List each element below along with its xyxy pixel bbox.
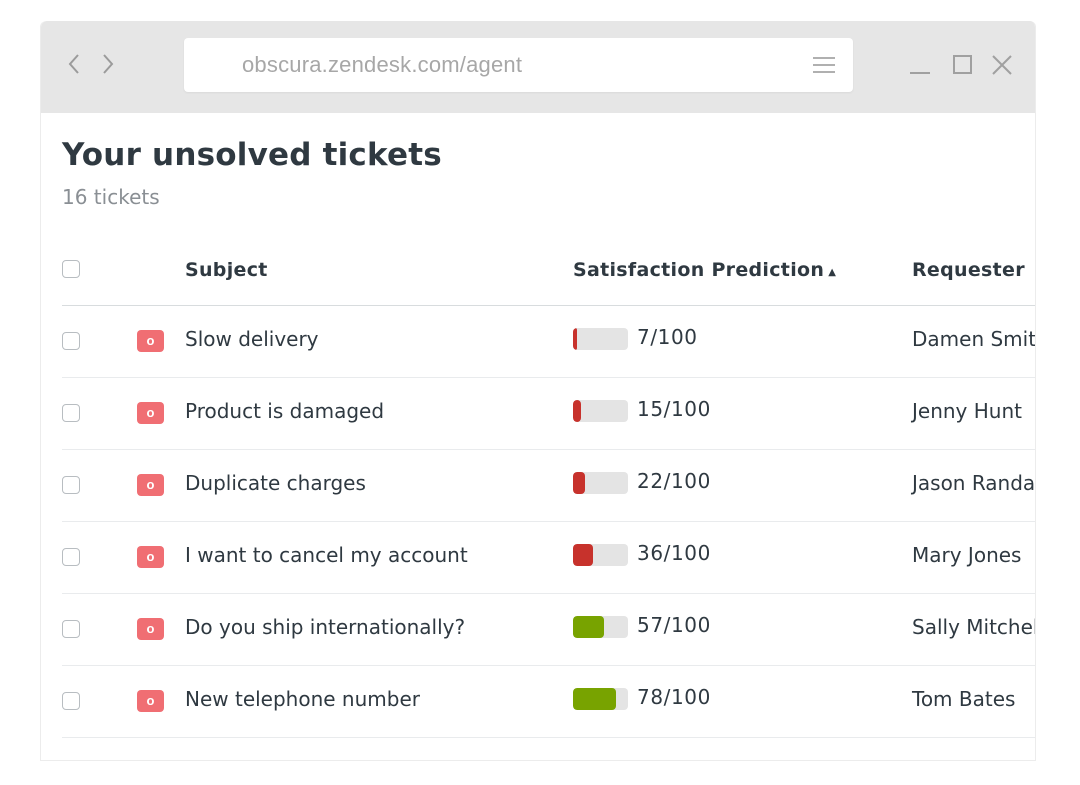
satisfaction-bar-fill xyxy=(573,616,605,638)
ticket-subject[interactable]: New telephone number xyxy=(185,687,420,711)
select-all-checkbox[interactable] xyxy=(62,260,80,278)
satisfaction-bar xyxy=(573,472,628,494)
column-header-requester-label: Requester xyxy=(912,259,1025,281)
table-row[interactable]: o New telephone number 78/100 Tom Bates xyxy=(62,666,1035,738)
sort-ascending-icon: ▲ xyxy=(828,267,837,278)
satisfaction-bar-fill xyxy=(573,688,616,710)
satisfaction-score: 57/100 xyxy=(637,613,711,637)
satisfaction-bar xyxy=(573,328,628,350)
status-badge: o xyxy=(137,474,164,496)
table-row[interactable]: o Slow delivery 7/100 Damen Smith xyxy=(62,306,1036,378)
ticket-subject[interactable]: Do you ship internationally? xyxy=(185,615,466,639)
satisfaction-score: 36/100 xyxy=(637,541,711,565)
satisfaction-bar xyxy=(573,400,628,422)
browser-window: obscura.zendesk.com/agent Your unsolved … xyxy=(40,21,1036,761)
table-row[interactable]: o Product is damaged 15/100 Jenny Hunt xyxy=(62,378,1035,450)
table-header: Subject Satisfaction Prediction ▲ Request… xyxy=(62,233,1035,306)
requester-name[interactable]: Tom Bates xyxy=(912,687,1016,711)
minimize-icon[interactable] xyxy=(908,53,932,77)
requester-name[interactable]: Sally Mitchell xyxy=(912,615,1036,639)
table-row[interactable]: o I want to cancel my account 36/100 Mar… xyxy=(62,522,1035,594)
column-header-requester[interactable]: Requester xyxy=(912,259,1025,281)
status-badge: o xyxy=(137,330,164,352)
satisfaction-bar xyxy=(573,616,628,638)
requester-name[interactable]: Jenny Hunt xyxy=(912,399,1022,423)
ticket-count: 16 tickets xyxy=(62,185,160,209)
satisfaction-score: 15/100 xyxy=(637,397,711,421)
ticket-view: Your unsolved tickets 16 tickets Subject… xyxy=(41,113,1036,760)
chevron-right-icon[interactable] xyxy=(98,51,118,77)
satisfaction-score: 7/100 xyxy=(637,325,698,349)
satisfaction-bar xyxy=(573,688,628,710)
row-checkbox[interactable] xyxy=(62,620,80,638)
column-header-subject-label: Subject xyxy=(185,259,268,281)
row-checkbox[interactable] xyxy=(62,404,80,422)
table-row[interactable]: o Duplicate charges 22/100 Jason Randall xyxy=(62,450,1036,522)
page-title: Your unsolved tickets xyxy=(62,137,442,173)
satisfaction-score: 78/100 xyxy=(637,685,711,709)
column-header-satisfaction-label: Satisfaction Prediction xyxy=(573,259,825,281)
requester-name[interactable]: Jason Randall xyxy=(912,471,1036,495)
ticket-subject[interactable]: Duplicate charges xyxy=(185,471,366,495)
maximize-icon[interactable] xyxy=(951,53,975,77)
table-row[interactable]: o Do you ship internationally? 57/100 Sa… xyxy=(62,594,1036,666)
row-checkbox[interactable] xyxy=(62,476,80,494)
satisfaction-bar-fill xyxy=(573,472,586,494)
satisfaction-bar-fill xyxy=(573,400,582,422)
row-checkbox[interactable] xyxy=(62,692,80,710)
address-bar[interactable]: obscura.zendesk.com/agent xyxy=(184,38,853,92)
chevron-left-icon[interactable] xyxy=(65,51,85,77)
status-badge: o xyxy=(137,690,164,712)
satisfaction-bar xyxy=(573,544,628,566)
row-checkbox[interactable] xyxy=(62,548,80,566)
status-badge: o xyxy=(137,546,164,568)
satisfaction-bar-fill xyxy=(573,328,577,350)
close-icon[interactable] xyxy=(990,53,1014,77)
hamburger-menu-icon[interactable] xyxy=(813,56,835,74)
requester-name[interactable]: Mary Jones xyxy=(912,543,1022,567)
column-header-satisfaction[interactable]: Satisfaction Prediction ▲ xyxy=(573,259,836,281)
status-badge: o xyxy=(137,402,164,424)
url-text[interactable]: obscura.zendesk.com/agent xyxy=(242,52,523,77)
ticket-subject[interactable]: Slow delivery xyxy=(185,327,319,351)
status-badge: o xyxy=(137,618,164,640)
satisfaction-score: 22/100 xyxy=(637,469,711,493)
ticket-subject[interactable]: I want to cancel my account xyxy=(185,543,468,567)
satisfaction-bar-fill xyxy=(573,544,593,566)
tickets-table: Subject Satisfaction Prediction ▲ Request… xyxy=(62,233,1036,738)
browser-toolbar: obscura.zendesk.com/agent xyxy=(41,21,1035,113)
ticket-subject[interactable]: Product is damaged xyxy=(185,399,385,423)
column-header-subject[interactable]: Subject xyxy=(185,259,268,281)
requester-name[interactable]: Damen Smith xyxy=(912,327,1036,351)
row-checkbox[interactable] xyxy=(62,332,80,350)
